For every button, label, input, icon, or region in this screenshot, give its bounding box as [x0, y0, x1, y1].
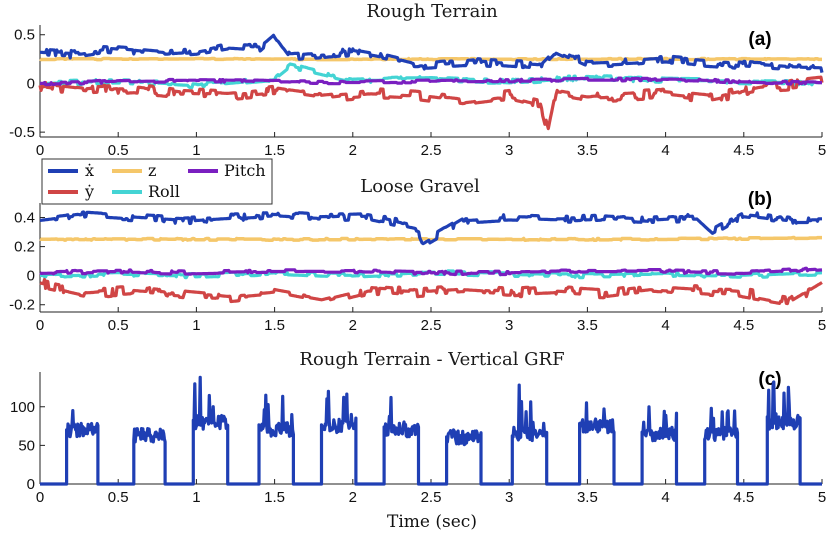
y-tick-label: 0.4 — [14, 210, 35, 227]
x-tick-label: 2.5 — [421, 489, 442, 506]
y-tick-label: 0 — [27, 476, 35, 493]
panel-b-series — [39, 210, 823, 306]
legend-box — [41, 158, 273, 205]
x-tick-label: 2 — [349, 317, 357, 334]
x-tick-label: 4 — [661, 317, 669, 334]
x-tick-label: 4.5 — [733, 317, 754, 334]
legend-label-z: z — [148, 161, 156, 180]
panel-c-xlabel: Time (sec) — [387, 512, 477, 532]
series-line-ydot — [39, 277, 823, 306]
x-tick-label: 2.5 — [421, 317, 442, 334]
x-tick-label: 1.5 — [264, 489, 285, 506]
panel-a-series — [38, 33, 824, 131]
y-tick-label: 100 — [10, 399, 35, 416]
x-tick-label: 4 — [661, 142, 669, 159]
x-tick-label: 0 — [36, 317, 44, 334]
x-tick-label: 2 — [349, 489, 357, 506]
y-tick-label: 50 — [18, 437, 35, 454]
series-line-pitch — [39, 266, 823, 277]
y-tick-label: -0.5 — [9, 124, 35, 141]
x-tick-label: 0 — [36, 142, 44, 159]
x-tick-label: 5 — [818, 317, 826, 334]
panel-a-x-ticks: 0 0.5 1 1.5 2 2.5 3 3.5 4 4.5 5 — [36, 132, 826, 159]
x-tick-label: 1 — [192, 142, 200, 159]
x-tick-label: 2 — [349, 142, 357, 159]
series-line-pitch — [39, 76, 823, 87]
series-line-xdot — [39, 33, 824, 73]
series-line-grf — [40, 375, 822, 486]
x-tick-label: 3.5 — [577, 142, 598, 159]
panel-a-y-ticks: 0.5 0 -0.5 — [9, 27, 45, 141]
series-line-roll — [39, 62, 823, 90]
x-tick-label: 4 — [661, 489, 669, 506]
legend-label-xdot: ẋ — [85, 161, 94, 180]
legend-label-pitch: Pitch — [224, 161, 266, 180]
panel-b-label: (b) — [748, 189, 772, 210]
panel-a-label: (a) — [748, 29, 771, 50]
x-tick-label: 5 — [818, 142, 826, 159]
y-tick-label: 0.2 — [14, 239, 35, 256]
panel-c-series — [40, 375, 822, 486]
panel-b: Loose Gravel (b) 0 0.5 1 1.5 2 2.5 3 3.5 4 4.5 5 0… — [9, 176, 826, 334]
x-tick-label: 3.5 — [577, 317, 598, 334]
series-line-z — [39, 235, 823, 242]
panel-c-label: (c) — [758, 369, 781, 390]
y-tick-label: 0 — [27, 268, 35, 285]
x-tick-label: 0.5 — [108, 142, 129, 159]
series-line-ydot — [38, 75, 824, 131]
panel-c: Rough Terrain - Vertical GRF (c) 0 0.5 1 1.… — [10, 349, 826, 532]
x-tick-label: 1 — [192, 317, 200, 334]
x-tick-label: 5 — [818, 489, 826, 506]
y-tick-label: 0 — [27, 75, 35, 92]
x-tick-label: 3 — [505, 142, 513, 159]
x-tick-label: 3 — [505, 489, 513, 506]
panel-b-x-ticks: 0 0.5 1 1.5 2 2.5 3 3.5 4 4.5 5 — [36, 307, 826, 334]
series-line-xdot — [39, 210, 823, 246]
series-line-z — [39, 56, 823, 62]
y-tick-label: 0.5 — [14, 27, 35, 44]
x-tick-label: 0.5 — [108, 317, 129, 334]
x-tick-label: 4.5 — [733, 142, 754, 159]
x-tick-label: 3.5 — [577, 489, 598, 506]
y-tick-label: -0.2 — [9, 297, 35, 314]
x-tick-label: 3 — [505, 317, 513, 334]
panel-c-x-ticks: 0 0.5 1 1.5 2 2.5 3 3.5 4 4.5 5 — [36, 479, 826, 506]
panel-a-title: Rough Terrain — [366, 1, 498, 22]
x-tick-label: 1.5 — [264, 142, 285, 159]
legend: ẋ ẏ z Roll Pitch — [41, 158, 273, 205]
panel-c-title: Rough Terrain - Vertical GRF — [299, 349, 564, 370]
x-tick-label: 0.5 — [108, 489, 129, 506]
legend-label-ydot: ẏ — [84, 182, 94, 201]
panel-a: Rough Terrain (a) 0 0.5 1 1.5 2 2.5 3 3.5 4 4.5 5 … — [9, 1, 826, 159]
x-tick-label: 4.5 — [733, 489, 754, 506]
x-tick-label: 1 — [192, 489, 200, 506]
x-tick-label: 1.5 — [264, 317, 285, 334]
x-tick-label: 0 — [36, 489, 44, 506]
x-tick-label: 2.5 — [421, 142, 442, 159]
panel-b-title: Loose Gravel — [360, 176, 480, 197]
legend-label-roll: Roll — [148, 182, 180, 201]
